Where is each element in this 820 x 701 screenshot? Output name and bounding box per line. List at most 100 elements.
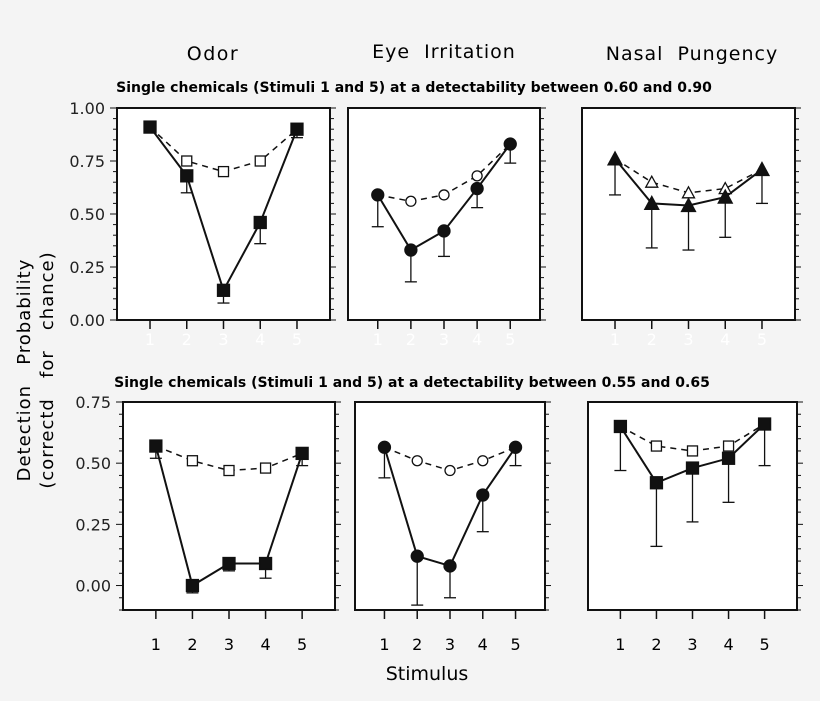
panel-2-odor: 0.00 0.25 0.50 0.75 1 2 3 4 5 <box>75 393 341 654</box>
x-tick-label: 5 <box>297 635 307 654</box>
x-tick-label: 3 <box>445 635 455 654</box>
predicted-point <box>223 464 235 477</box>
predicted-point <box>254 155 266 167</box>
observed-point <box>216 283 231 297</box>
observed-point <box>180 169 194 183</box>
panel-1-odor: 0.00 0.25 0.50 0.75 1.00 1 2 3 4 5 <box>69 99 336 349</box>
panel-2-nasal-pungency: 1 2 3 4 5 <box>587 401 803 654</box>
x-tick-label: 5 <box>760 635 770 654</box>
observed-point <box>253 215 267 230</box>
observed-point <box>258 556 273 571</box>
predicted-point <box>259 462 272 474</box>
observed-point <box>613 419 628 434</box>
y-tick-label: 0.00 <box>75 577 111 596</box>
observed-point <box>377 440 392 454</box>
x-tick-label: 2 <box>182 330 192 349</box>
panel-2-eye-irritation: 1 2 3 4 5 <box>354 401 551 654</box>
y-tick-label: 0.00 <box>69 311 105 330</box>
predicted-point <box>722 440 735 452</box>
y-tick-label: 0.25 <box>69 258 105 277</box>
observed-point <box>685 461 700 475</box>
predicted-point <box>650 440 663 452</box>
x-tick-label: 2 <box>406 330 416 349</box>
predicted-point <box>181 155 193 167</box>
row-2-subtitle: Single chemicals (Stimuli 1 and 5) at a … <box>114 375 710 391</box>
x-tick-label: 5 <box>510 635 520 654</box>
predicted-point <box>444 464 456 477</box>
observed-point <box>437 224 451 238</box>
x-tick-label: 2 <box>187 635 197 654</box>
predicted-point <box>438 189 450 201</box>
x-tick-label: 4 <box>723 635 733 654</box>
observed-point <box>606 150 624 166</box>
y-tick-label: 0.25 <box>75 515 111 534</box>
predicted-point <box>405 195 417 207</box>
x-tick-label: 5 <box>757 330 767 349</box>
x-tick-label: 3 <box>224 635 234 654</box>
plot-area <box>122 401 336 611</box>
observed-point <box>717 188 734 204</box>
x-tick-label: 1 <box>379 635 389 654</box>
x-tick-label: 2 <box>412 635 422 654</box>
y-tick-label: 0.50 <box>75 454 111 473</box>
observed-point <box>470 181 484 196</box>
x-tick-label: 4 <box>255 330 265 349</box>
observed-point <box>443 559 457 573</box>
observed-point <box>649 476 664 490</box>
predicted-point <box>477 455 489 467</box>
x-axis-label: Stimulus <box>386 663 469 685</box>
y-axis-label-line1: Detection Probability <box>14 259 35 482</box>
x-tick-label: 1 <box>610 330 620 349</box>
x-tick-label: 4 <box>472 330 482 349</box>
y-tick-label: 1.00 <box>69 99 105 118</box>
x-tick-label: 1 <box>151 635 161 654</box>
predicted-point <box>644 174 659 188</box>
y-tick-label: 0.75 <box>75 393 111 412</box>
x-tick-label: 1 <box>615 635 625 654</box>
column-title-nasal-pungency: Nasal Pungency <box>606 43 778 65</box>
x-tick-label: 5 <box>292 330 302 349</box>
row-1-subtitle: Single chemicals (Stimuli 1 and 5) at a … <box>116 80 712 96</box>
x-tick-label: 4 <box>478 635 488 654</box>
y-tick-label: 0.75 <box>69 152 105 171</box>
observed-point <box>371 188 385 202</box>
column-title-eye-irritation: Eye Irritation <box>372 41 516 63</box>
observed-point <box>680 197 697 213</box>
x-tick-label: 4 <box>260 635 270 654</box>
x-tick-label: 5 <box>505 330 515 349</box>
predicted-point <box>217 165 230 178</box>
x-tick-label: 2 <box>651 635 661 654</box>
column-title-odor: Odor <box>187 43 239 65</box>
panel-1-eye-irritation: 1 2 3 4 5 <box>347 107 546 349</box>
observed-point <box>721 451 736 465</box>
predicted-point <box>471 170 483 182</box>
observed-point <box>143 120 157 134</box>
x-tick-label: 3 <box>218 330 228 349</box>
observed-point <box>503 137 517 151</box>
observed-point <box>757 417 772 431</box>
x-tick-label: 3 <box>683 330 693 349</box>
x-tick-label: 4 <box>720 330 730 349</box>
observed-point <box>476 488 490 502</box>
x-tick-label: 3 <box>687 635 697 654</box>
x-tick-label: 2 <box>647 330 657 349</box>
observed-point <box>753 161 771 177</box>
predicted-point <box>686 445 699 457</box>
predicted-point <box>186 455 199 467</box>
x-tick-label: 1 <box>373 330 383 349</box>
observed-point <box>222 556 236 571</box>
observed-point <box>404 243 418 257</box>
observed-point <box>185 578 200 593</box>
predicted-point <box>411 455 423 467</box>
observed-point <box>410 549 424 563</box>
y-axis-label-line2: (correctd for chance) <box>37 251 58 488</box>
x-tick-label: 3 <box>439 330 449 349</box>
x-tick-label: 1 <box>145 330 155 349</box>
observed-point <box>643 195 660 211</box>
observed-point <box>508 440 523 454</box>
panel-1-nasal-pungency: 1 2 3 4 5 <box>581 107 801 349</box>
observed-point <box>290 122 304 136</box>
observed-point <box>149 439 163 453</box>
